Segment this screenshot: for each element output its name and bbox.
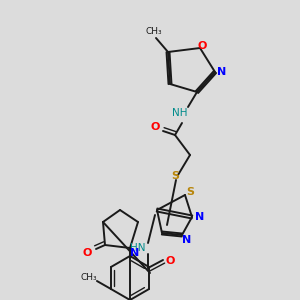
Text: NH: NH [172, 108, 188, 118]
Text: S: S [186, 187, 194, 197]
Text: CH₃: CH₃ [146, 26, 162, 35]
Text: O: O [165, 256, 175, 266]
Text: N: N [195, 212, 205, 222]
Text: N: N [218, 67, 226, 77]
Text: O: O [82, 248, 92, 258]
Text: N: N [182, 235, 192, 245]
Text: S: S [171, 171, 179, 181]
Text: HN: HN [130, 243, 146, 253]
Text: O: O [197, 41, 207, 51]
Text: N: N [130, 248, 140, 258]
Text: CH₃: CH₃ [81, 274, 97, 283]
Text: O: O [150, 122, 160, 132]
